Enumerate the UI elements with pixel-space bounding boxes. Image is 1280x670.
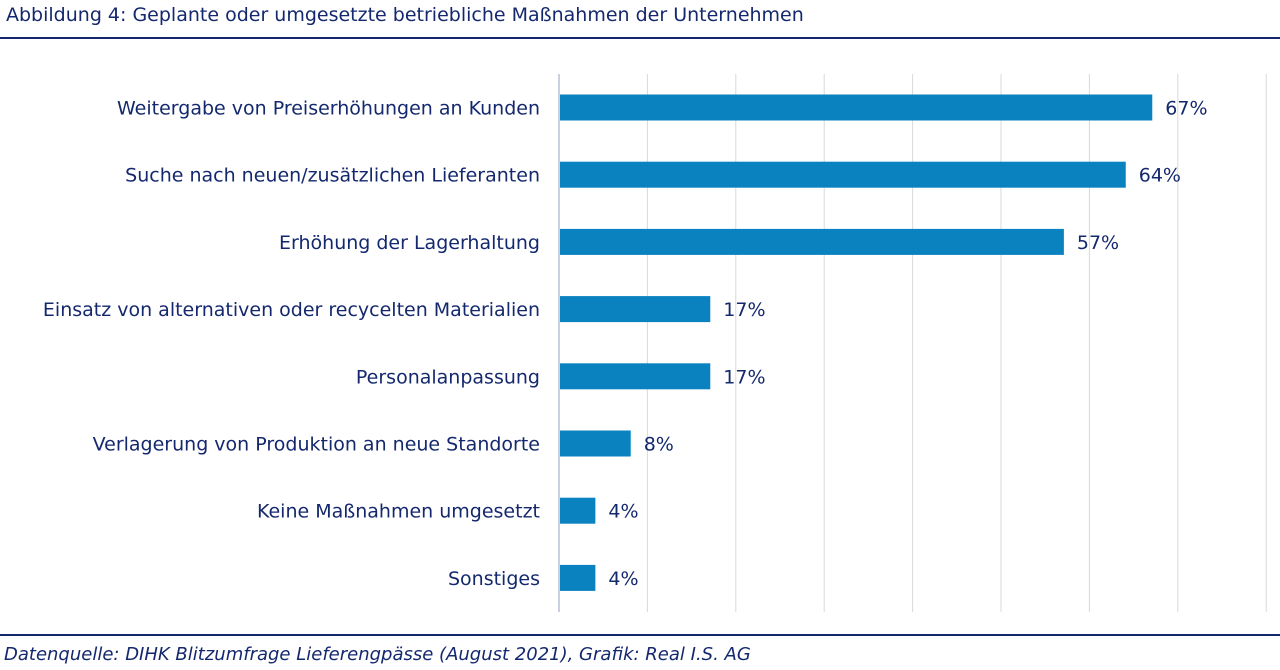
category-label: Weitergabe von Preiserhöhungen an Kunden [117,98,540,120]
figure-title: Abbildung 4: Geplante oder umgesetzte be… [6,4,804,26]
value-label: 57% [1077,232,1119,254]
source-rule [0,634,1280,636]
value-label: 4% [608,501,638,523]
category-label: Einsatz von alternativen oder recycelten… [43,299,540,321]
value-label: 64% [1139,165,1181,187]
source-note: Datenquelle: DIHK Blitzumfrage Liefereng… [4,644,751,665]
bar [560,564,596,591]
category-label: Suche nach neuen/zusätzlichen Lieferante… [125,165,540,187]
value-label: 67% [1165,98,1207,120]
value-label: 17% [723,299,765,321]
category-label: Keine Maßnahmen umgesetzt [257,501,540,523]
value-label: 4% [608,568,638,590]
bar [560,228,1064,255]
value-label: 17% [723,366,765,388]
bar [560,497,596,524]
title-rule [0,37,1280,39]
category-label: Personalanpassung [356,366,540,388]
bar [560,161,1126,188]
category-label: Sonstiges [448,568,540,590]
bar [560,363,711,390]
category-label: Verlagerung von Produktion an neue Stand… [93,434,540,456]
value-label: 8% [644,434,674,456]
bar [560,430,631,457]
bar [560,296,711,323]
category-label: Erhöhung der Lagerhaltung [279,232,540,254]
bar [560,94,1153,121]
